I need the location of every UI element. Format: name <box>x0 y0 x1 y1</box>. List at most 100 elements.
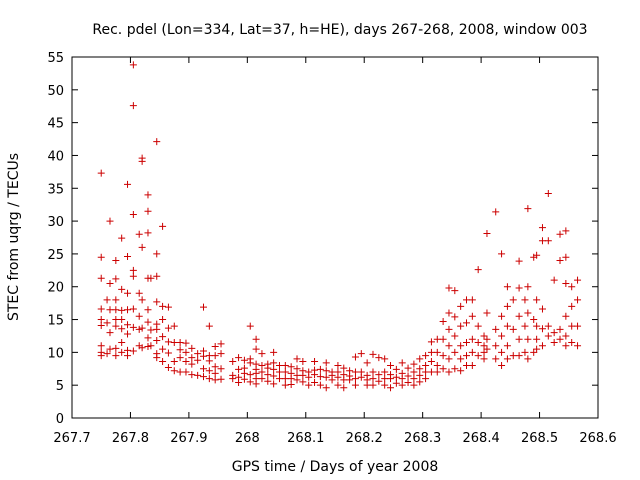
data-point <box>240 356 248 364</box>
data-point <box>530 348 538 356</box>
data-point <box>524 309 532 317</box>
data-point <box>463 296 470 304</box>
data-point <box>533 322 541 330</box>
data-point <box>124 306 132 314</box>
data-point <box>112 322 120 330</box>
data-point <box>451 313 459 321</box>
data-point <box>363 359 371 367</box>
data-point <box>129 323 137 331</box>
data-point <box>293 365 301 373</box>
data-point <box>194 356 202 364</box>
data-point <box>556 335 564 343</box>
x-tick-label: 268.3 <box>404 431 441 446</box>
data-point <box>112 344 120 352</box>
data-point <box>305 381 313 389</box>
data-point <box>252 335 260 343</box>
data-point <box>433 348 441 356</box>
data-point <box>381 381 389 389</box>
data-point <box>457 367 465 375</box>
data-point <box>433 361 441 369</box>
data-point <box>159 316 167 324</box>
data-point <box>106 306 114 314</box>
data-point <box>97 321 105 329</box>
data-point <box>369 368 377 376</box>
data-point <box>258 375 266 383</box>
data-point <box>164 303 172 311</box>
data-point <box>112 256 120 264</box>
data-point <box>194 350 202 358</box>
data-point <box>427 368 435 376</box>
data-point <box>483 345 491 353</box>
data-point <box>275 375 283 383</box>
x-tick-label: 267.8 <box>112 431 149 446</box>
data-point <box>293 376 301 384</box>
data-point <box>445 284 453 292</box>
data-point <box>416 371 424 379</box>
data-point <box>451 332 459 340</box>
data-point <box>153 337 161 345</box>
data-point <box>229 375 237 383</box>
data-point <box>457 355 465 363</box>
data-point <box>375 354 383 362</box>
data-point <box>170 358 178 366</box>
data-point <box>538 325 546 333</box>
data-point <box>521 322 529 330</box>
data-point <box>404 372 412 380</box>
data-point <box>351 381 359 389</box>
data-point <box>311 371 319 379</box>
data-point <box>164 349 172 357</box>
data-point <box>246 322 254 330</box>
data-point <box>351 368 359 376</box>
data-point <box>164 338 172 346</box>
data-point <box>217 375 225 383</box>
data-point <box>229 358 237 366</box>
data-point <box>170 367 178 375</box>
data-point <box>129 272 137 280</box>
data-point <box>544 332 552 340</box>
data-point <box>287 375 295 383</box>
data-point <box>515 284 523 292</box>
data-point <box>381 368 389 376</box>
data-point <box>538 305 546 313</box>
data-point <box>112 275 120 283</box>
data-point <box>112 296 120 304</box>
data-point <box>176 368 184 376</box>
y-tick-label: 20 <box>47 281 64 296</box>
data-point <box>281 368 289 376</box>
data-point <box>457 322 465 330</box>
x-tick-label: 267.9 <box>170 431 207 446</box>
data-point <box>457 302 465 310</box>
data-point <box>369 381 377 389</box>
data-point <box>235 365 243 373</box>
data-point <box>474 339 482 347</box>
data-point <box>351 353 359 361</box>
y-axis-title: STEC from uqrg / TECUs <box>6 153 22 321</box>
data-point <box>387 384 395 392</box>
data-point <box>129 347 137 355</box>
data-point <box>509 325 517 333</box>
data-point <box>164 363 172 371</box>
data-point <box>340 384 348 392</box>
data-point <box>416 378 424 386</box>
data-point <box>503 355 511 363</box>
data-point <box>369 375 377 383</box>
data-point <box>509 352 517 360</box>
data-point <box>188 360 196 368</box>
y-tick-label: 50 <box>47 84 64 99</box>
data-point <box>270 348 278 356</box>
data-point <box>118 348 126 356</box>
data-point <box>468 335 476 343</box>
y-tick-label: 35 <box>47 182 64 197</box>
data-point <box>387 375 395 383</box>
data-point <box>103 296 111 304</box>
data-point <box>404 364 412 372</box>
data-point <box>118 306 126 314</box>
data-point <box>334 381 342 389</box>
data-point <box>240 369 248 377</box>
data-point <box>281 375 289 383</box>
data-point <box>135 230 143 238</box>
data-point <box>200 365 207 373</box>
data-point <box>106 217 114 225</box>
data-point <box>124 253 132 261</box>
data-point <box>311 358 319 366</box>
